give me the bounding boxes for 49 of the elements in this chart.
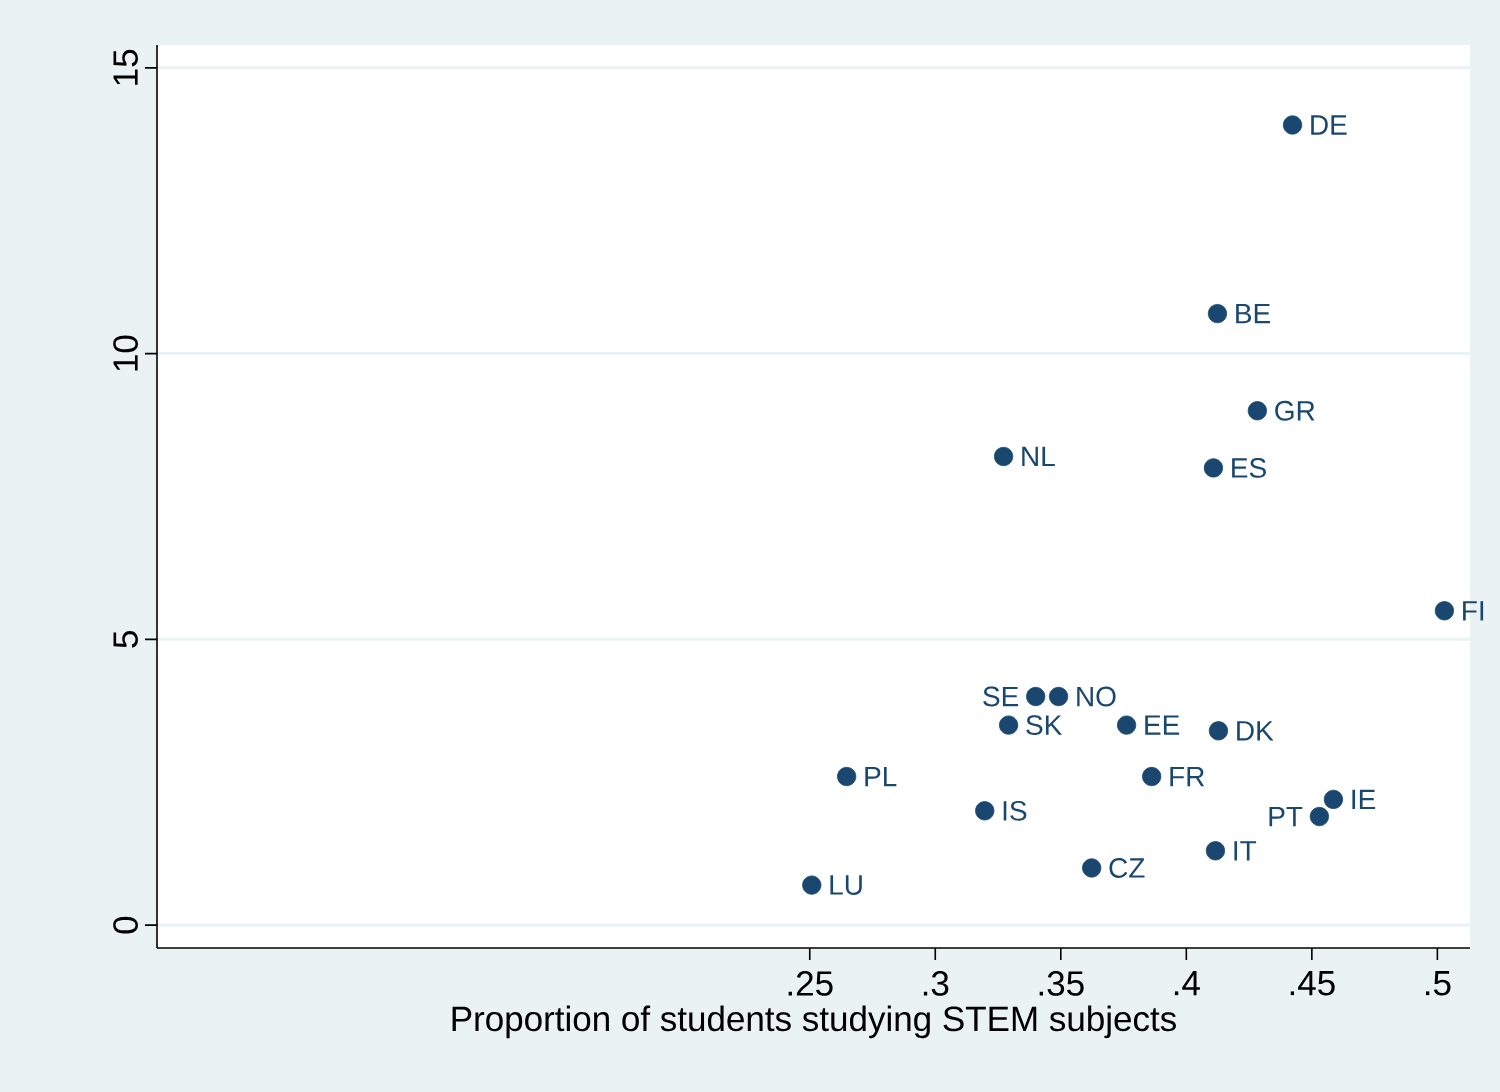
annotation: NO [1077,686,1116,707]
annotation: NL [1022,446,1055,467]
point [1247,401,1267,421]
annotation: DK [1237,721,1274,741]
point [1048,686,1069,707]
x-tick-label: .25 [788,971,833,996]
annotation: PT [1269,806,1303,827]
annotation: LU [830,875,862,895]
point [975,801,995,821]
annotation: GR [1275,400,1315,421]
annotation: SE [983,686,1019,707]
point [1026,686,1046,707]
point [998,715,1019,735]
x-tick-label: .5 [1425,971,1451,996]
annotation: FR [1170,766,1205,787]
point [993,446,1014,467]
annotation: IS [1003,800,1027,821]
point [1203,458,1224,478]
annotation: CZ [1109,858,1145,878]
annotation: BE [1236,303,1270,324]
point [1082,858,1102,878]
y-tick-label: 5 [113,631,138,648]
y-tick-label: 10 [113,335,138,371]
y-tick-label: 0 [113,916,138,934]
annotation: PL [865,766,897,787]
point [1309,806,1329,827]
x-tick-label: .3 [923,971,949,996]
annotation: IT [1234,841,1257,861]
annotation: EE [1145,715,1180,735]
point [1207,304,1228,324]
point [1142,766,1162,787]
point [1205,841,1226,861]
point [1434,601,1455,621]
annotation: IE [1352,789,1376,810]
y-tick-label: 15 [113,49,138,85]
x-tick-label: .4 [1174,971,1200,996]
annotation: FI [1463,601,1484,621]
point [802,875,822,895]
annotation: SK [1026,715,1063,736]
point [837,766,857,787]
point [1116,715,1137,735]
annotation: DE [1311,115,1347,135]
point [1208,721,1229,741]
point [1282,115,1303,135]
x-tick-label: .35 [1039,971,1084,996]
point [1323,789,1344,809]
x-tick-label: .45 [1290,971,1335,996]
x-axis-title: Proportion of students studying STEM subjects [452,1005,1176,1039]
annotation: ES [1232,457,1266,478]
